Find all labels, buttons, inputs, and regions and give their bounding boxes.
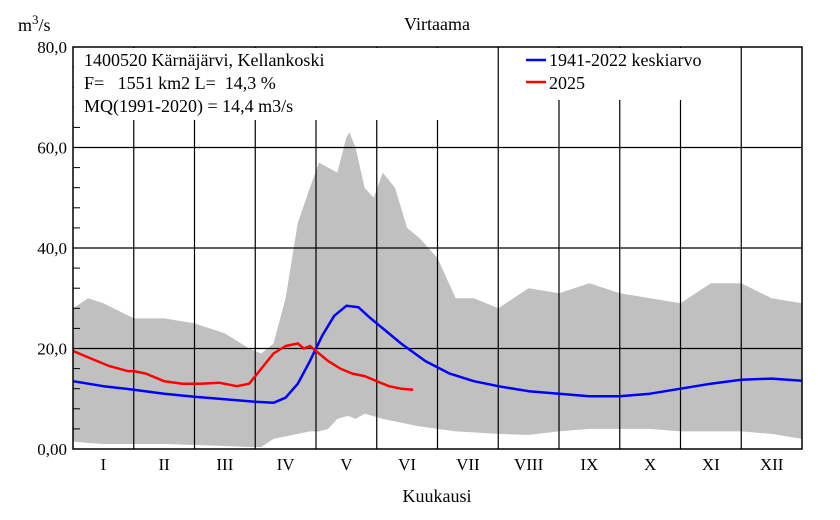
y-tick-label: 0,00 xyxy=(37,440,67,459)
legend-label-2025: 2025 xyxy=(549,73,585,93)
legend-box xyxy=(522,48,740,100)
x-axis-label: Kuukausi xyxy=(403,486,472,506)
line-2025 xyxy=(72,342,414,391)
x-tick-label: IX xyxy=(580,455,598,474)
plot-frame xyxy=(72,46,803,450)
x-tick-label: III xyxy=(216,455,233,474)
x-tick-label: VII xyxy=(456,455,480,474)
x-tick-label: VI xyxy=(398,455,416,474)
x-tick-label: X xyxy=(644,455,656,474)
chart-title: Virtaama xyxy=(404,14,470,34)
legend: 1941-2022 keskiarvo 2025 xyxy=(526,50,701,93)
y-axis-label-rest: /s xyxy=(39,15,51,35)
y-tick-label: 60,0 xyxy=(37,139,67,158)
y-tick-label: 20,0 xyxy=(37,340,67,359)
mean-line xyxy=(72,304,803,405)
x-tick-label: V xyxy=(340,455,353,474)
y-axis-label-base: m xyxy=(18,15,32,35)
info-line-area: F= 1551 km2 L= 14,3 % xyxy=(84,73,276,93)
x-tick-label: IV xyxy=(277,455,296,474)
info-line-mq: MQ(1991-2020) = 14,4 m3/s xyxy=(84,96,293,117)
info-line-station: 1400520 Kärnäjärvi, Kellankoski xyxy=(84,50,324,70)
info-box xyxy=(74,48,444,120)
x-tick-label: XI xyxy=(702,455,720,474)
y-tick-label: 40,0 xyxy=(37,239,67,258)
x-tick-label: I xyxy=(101,455,107,474)
y-axis-label-sup: 3 xyxy=(32,12,39,27)
y-axis-label: m3/s xyxy=(18,12,51,35)
x-tick-label: II xyxy=(158,455,170,474)
x-tick-label: XII xyxy=(760,455,784,474)
x-tick-label: VIII xyxy=(514,455,544,474)
legend-label-mean: 1941-2022 keskiarvo xyxy=(549,50,701,70)
y-tick-label: 80,0 xyxy=(37,38,67,57)
